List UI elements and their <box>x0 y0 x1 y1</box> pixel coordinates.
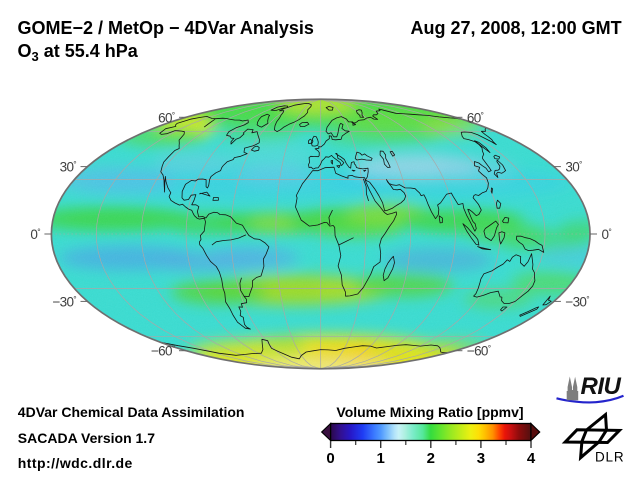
svg-text:0: 0 <box>326 450 334 467</box>
svg-text:−30°: −30° <box>52 294 76 310</box>
svg-text:−60°: −60° <box>151 343 175 359</box>
svg-text:1: 1 <box>377 450 385 467</box>
svg-text:−30°: −30° <box>565 294 589 310</box>
svg-text:30°: 30° <box>565 159 582 175</box>
svg-text:3: 3 <box>477 450 485 467</box>
svg-text:−60°: −60° <box>467 343 491 359</box>
svg-text:Volume Mixing Ratio [ppmv]: Volume Mixing Ratio [ppmv] <box>336 404 523 420</box>
svg-text:0°: 0° <box>602 227 612 243</box>
svg-text:0°: 0° <box>30 227 40 243</box>
svg-text:60°: 60° <box>158 110 175 126</box>
svg-text:DLR: DLR <box>595 449 624 464</box>
svg-text:2: 2 <box>427 450 435 467</box>
svg-text:60°: 60° <box>467 110 484 126</box>
svg-text:RIU: RIU <box>581 373 622 400</box>
svg-text:30°: 30° <box>60 159 77 175</box>
svg-text:4: 4 <box>527 450 536 467</box>
